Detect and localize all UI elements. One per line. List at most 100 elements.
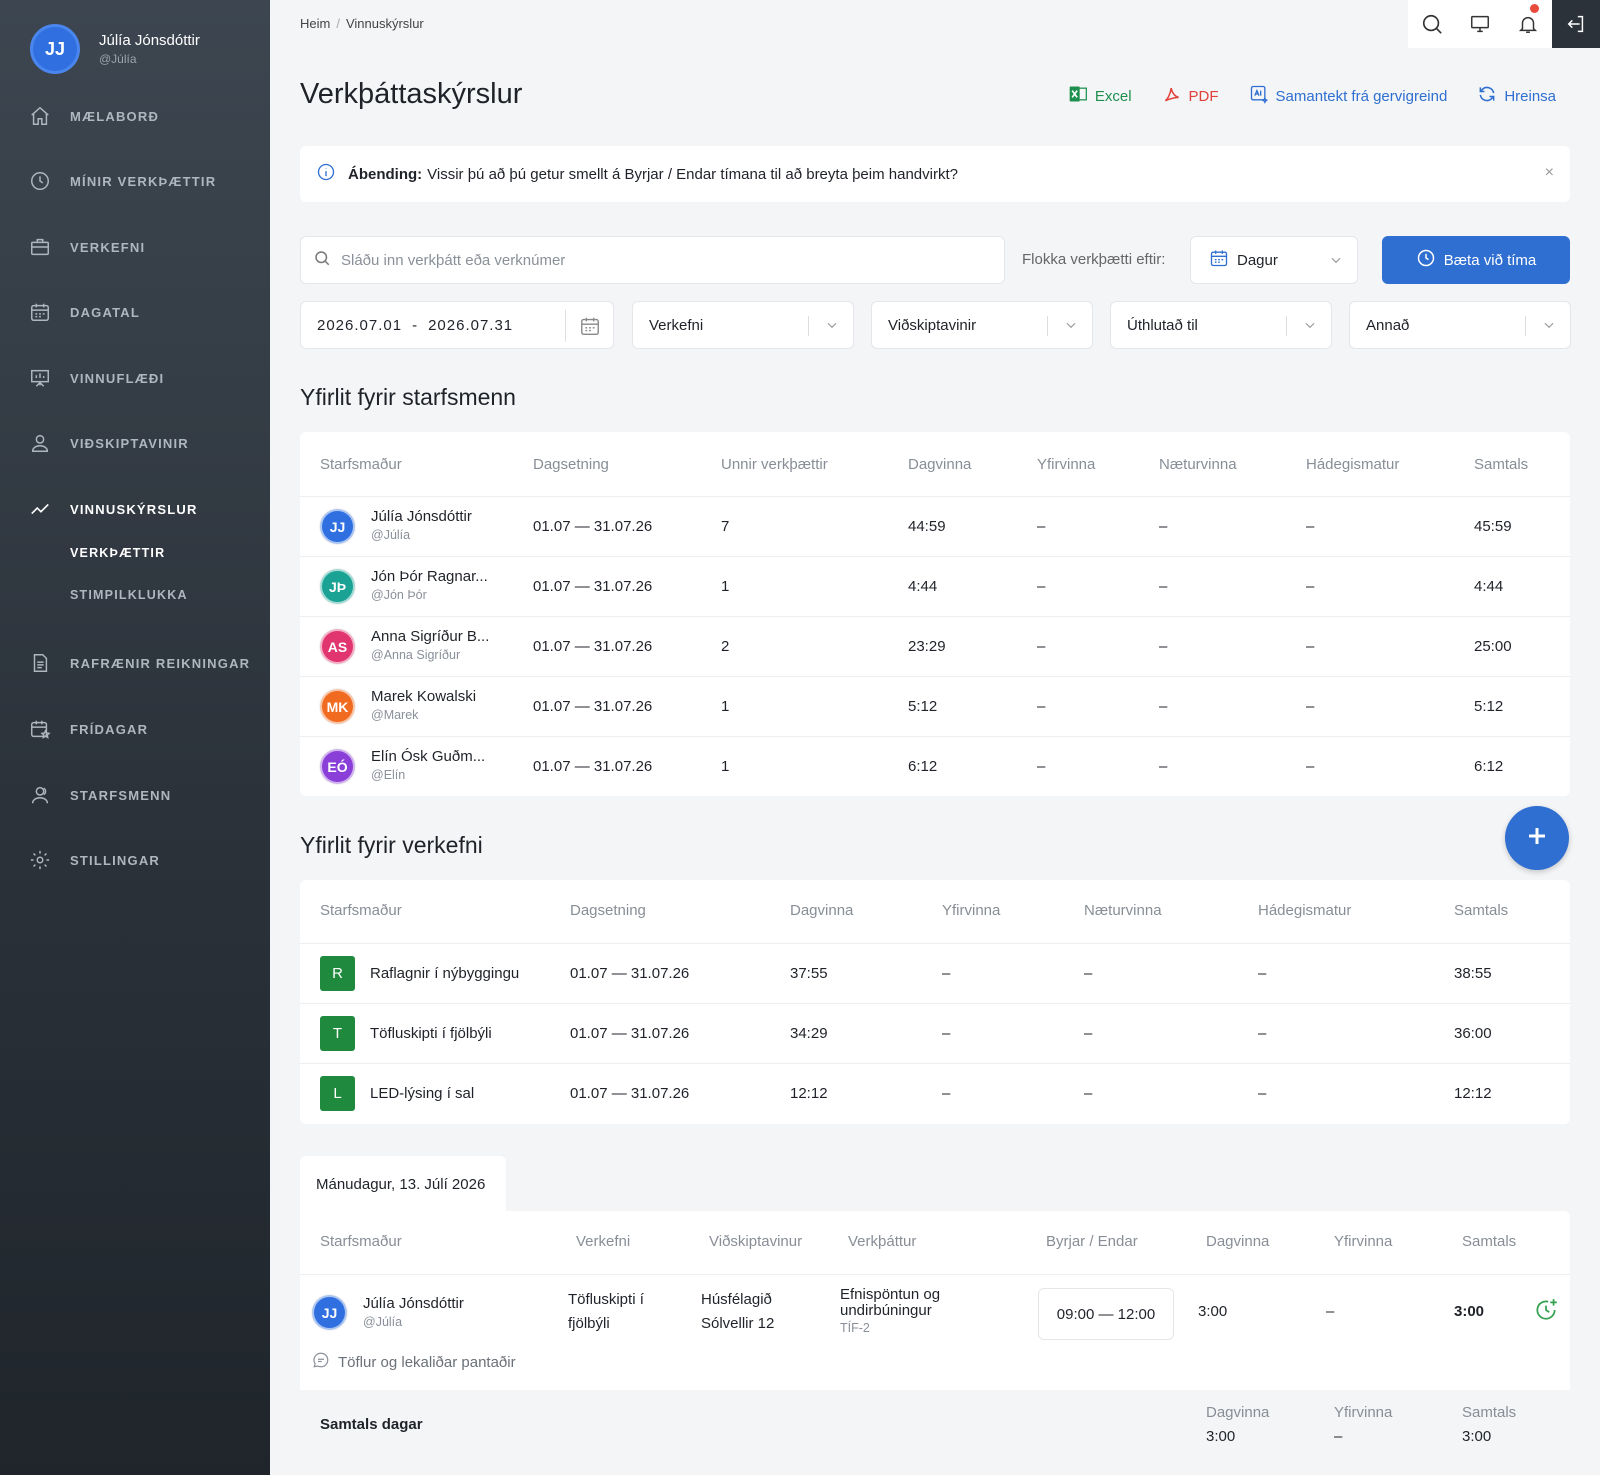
add-button[interactable] — [1505, 806, 1569, 870]
lunch-cell: – — [1306, 638, 1315, 655]
column-header[interactable]: Starfsmaður — [320, 902, 402, 919]
sidebar-item-workflow[interactable]: Vinnuflæði — [28, 366, 164, 390]
comment-icon — [312, 1351, 330, 1374]
overtime-cell: – — [1037, 578, 1046, 595]
tasks-cell: 1 — [721, 578, 730, 595]
column-header[interactable]: Yfirvinna — [1037, 456, 1096, 473]
column-header: Byrjar / Endar — [1046, 1233, 1138, 1250]
avatar: JJ — [30, 24, 80, 74]
column-header: Starfsmaður — [320, 1233, 402, 1250]
column-header[interactable]: Dagsetning — [533, 456, 609, 473]
project-name: LED-lýsing í sal — [370, 1085, 475, 1102]
column-header[interactable]: Næturvinna — [1159, 456, 1237, 473]
column-header[interactable]: Unnir verkþættir — [721, 456, 828, 473]
customers-filter[interactable]: Viðskiptavinir — [871, 301, 1093, 349]
chevron-down-icon — [1064, 318, 1078, 336]
total-cell: 25:00 — [1474, 638, 1512, 655]
overtime-cell: – — [1037, 518, 1046, 535]
calendar-icon[interactable] — [579, 315, 601, 341]
project-line-2: fjölbýli — [568, 1315, 610, 1332]
table-row[interactable]: R Raflagnir í nýbyggingu 01.07 — 31.07.2… — [300, 943, 1570, 1003]
filter-label: Úthlutað til — [1127, 316, 1198, 334]
day-tab[interactable]: Mánudagur, 13. Júlí 2026 — [300, 1156, 506, 1212]
sidebar-subitem-timeclock[interactable]: Stimpilklukka — [70, 588, 188, 602]
sidebar-item-holidays[interactable]: Frídagar — [28, 717, 148, 741]
add-time-label: Bæta við tíma — [1443, 251, 1537, 269]
date-range-picker[interactable]: 2026.07.01 - 2026.07.31 — [300, 301, 614, 349]
sidebar-item-work-reports[interactable]: Vinnuskýrslur — [28, 497, 198, 521]
time-entry-row[interactable]: JJ Júlía Jónsdóttir @Júlía Töfluskipti í… — [300, 1274, 1570, 1391]
column-header[interactable]: Dagvinna — [790, 902, 854, 919]
start-end-time[interactable]: 09:00 — 12:00 — [1038, 1288, 1174, 1340]
column-header[interactable]: Hádegismatur — [1258, 902, 1352, 919]
overtime-cell: – — [1037, 638, 1046, 655]
filter-label: Verkefni — [649, 316, 704, 334]
sidebar-item-calendar[interactable]: Dagatal — [28, 300, 140, 324]
refresh-icon — [1477, 84, 1497, 108]
table-row[interactable]: JÞ Jón Þór Ragnar... @Jón Þór 01.07 — 31… — [300, 556, 1570, 616]
ai-icon — [1249, 84, 1269, 108]
search-input[interactable] — [341, 251, 941, 269]
column-header[interactable]: Hádegismatur — [1306, 456, 1400, 473]
ai-summary-button[interactable]: Samantekt frá gervigreind — [1249, 84, 1447, 108]
sidebar-item-label: Stillingar — [70, 852, 160, 868]
excel-export-button[interactable]: Excel — [1068, 84, 1132, 108]
project-filter[interactable]: Verkefni — [632, 301, 854, 349]
column-header[interactable]: Dagsetning — [570, 902, 646, 919]
table-row[interactable]: AS Anna Sigríður B... @Anna Sigríður 01.… — [300, 616, 1570, 676]
column-header[interactable]: Dagvinna — [908, 456, 972, 473]
table-row[interactable]: EÓ Elín Ósk Guðm... @Elín 01.07 — 31.07.… — [300, 736, 1570, 796]
sidebar-subitem-tasks[interactable]: Verkþættir — [70, 546, 166, 560]
add-time-button[interactable]: Bæta við tíma — [1382, 236, 1570, 284]
presentation-icon — [28, 366, 52, 390]
task-line-1: Efnispöntun og — [840, 1286, 941, 1303]
sidebar-item-projects[interactable]: Verkefni — [28, 235, 145, 259]
breadcrumb: Heim / Vinnuskýrslur — [300, 16, 424, 31]
sidebar-item-my-tasks[interactable]: Mínir verkþættir — [28, 169, 216, 193]
sidebar-item-employees[interactable]: Starfsmenn — [28, 783, 171, 807]
divider — [565, 310, 566, 342]
add-clock-icon[interactable] — [1533, 1297, 1559, 1328]
sidebar-item-label: Frídagar — [70, 721, 149, 737]
user-profile[interactable]: JJ Júlía Jónsdóttir @Júlía — [30, 24, 200, 74]
group-by-select[interactable]: Dagur — [1190, 236, 1358, 284]
sidebar: JJ Júlía Jónsdóttir @Júlía Mælaborð Míni… — [0, 0, 270, 1475]
logout-icon[interactable] — [1552, 0, 1600, 48]
sidebar-item-customers[interactable]: Viðskiptavinir — [28, 431, 189, 455]
search-icon[interactable] — [1408, 0, 1456, 48]
other-filter[interactable]: Annað — [1349, 301, 1571, 349]
night-work-cell: – — [1159, 638, 1168, 655]
night-work-cell: – — [1159, 758, 1168, 775]
close-icon[interactable]: × — [1544, 164, 1554, 181]
table-row[interactable]: MK Marek Kowalski @Marek 01.07 — 31.07.2… — [300, 676, 1570, 736]
assigned-filter[interactable]: Úthlutað til — [1110, 301, 1332, 349]
reset-button[interactable]: Hreinsa — [1477, 84, 1556, 108]
date-end: 2026.07.31 — [428, 316, 514, 334]
sidebar-item-settings[interactable]: Stillingar — [28, 848, 160, 872]
breadcrumb-separator: / — [336, 16, 340, 31]
plus-icon — [1525, 824, 1549, 853]
breadcrumb-home[interactable]: Heim — [300, 16, 331, 31]
column-header[interactable]: Starfsmaður — [320, 456, 402, 473]
table-row[interactable]: T Töfluskipti í fjölbýli 01.07 — 31.07.2… — [300, 1003, 1570, 1063]
pdf-export-button[interactable]: PDF — [1162, 84, 1219, 108]
table-row[interactable]: JJ Júlía Jónsdóttir @Júlía 01.07 — 31.07… — [300, 496, 1570, 556]
night-work-cell: – — [1084, 965, 1093, 982]
column-header[interactable]: Samtals — [1454, 902, 1509, 919]
search-icon — [313, 249, 331, 272]
column-header[interactable]: Yfirvinna — [942, 902, 1001, 919]
total-cell: 4:44 — [1474, 578, 1504, 595]
column-header[interactable]: Næturvinna — [1084, 902, 1162, 919]
trend-icon — [28, 497, 52, 521]
document-icon — [28, 651, 52, 675]
sidebar-item-label: Dagatal — [70, 304, 141, 320]
column-header[interactable]: Samtals — [1474, 456, 1529, 473]
night-work-cell: – — [1159, 698, 1168, 715]
monitor-icon[interactable] — [1456, 0, 1504, 48]
sidebar-item-e-invoices[interactable]: Rafrænir reikningar — [28, 651, 250, 675]
clock-icon — [28, 169, 52, 193]
group-by-label: Flokka verkþætti eftir: — [1022, 251, 1166, 268]
sidebar-item-dashboard[interactable]: Mælaborð — [28, 104, 159, 128]
bell-icon[interactable] — [1504, 0, 1552, 48]
table-row[interactable]: L LED-lýsing í sal 01.07 — 31.07.26 12:1… — [300, 1063, 1570, 1123]
